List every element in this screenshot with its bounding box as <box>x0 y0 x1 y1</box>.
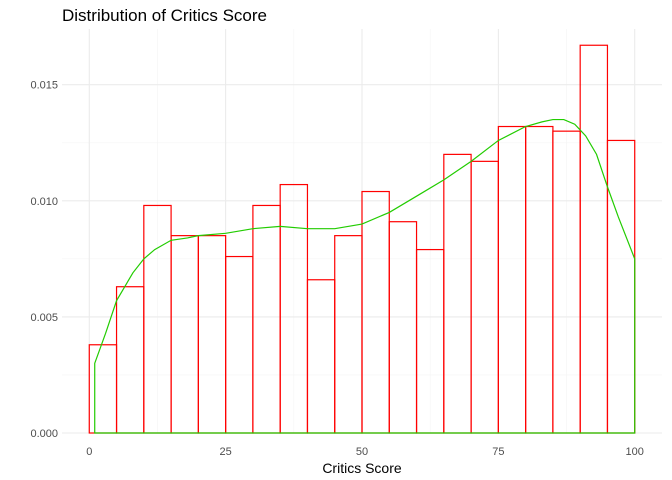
histogram-bar <box>361 190 390 434</box>
x-axis-title: Critics Score <box>322 460 402 476</box>
y-tick-label: 0.005 <box>30 312 58 324</box>
y-tick-label: 0.010 <box>30 196 58 208</box>
histogram-bar <box>88 344 118 434</box>
histogram-bar <box>197 235 227 434</box>
histogram-bar <box>306 279 336 434</box>
x-axis-ticks: 0 25 50 75 100 <box>86 446 644 458</box>
histogram-bar <box>525 125 554 434</box>
histogram-bar <box>497 125 527 434</box>
histogram-bar <box>443 153 472 434</box>
chart-title: Distribution of Critics Score <box>62 6 267 25</box>
histogram-bar <box>470 160 499 434</box>
x-tick-label: 0 <box>86 446 92 458</box>
y-axis-ticks: 0.000 0.005 0.010 0.015 <box>30 80 58 440</box>
density-curve <box>94 118 636 434</box>
histogram-bar <box>252 204 281 434</box>
x-tick-label: 75 <box>492 446 504 458</box>
x-tick-label: 100 <box>626 446 644 458</box>
histogram-bar <box>334 235 363 434</box>
y-tick-label: 0.015 <box>30 80 58 92</box>
histogram-bar <box>225 255 254 434</box>
x-tick-label: 50 <box>356 446 368 458</box>
histogram-bar <box>115 286 145 434</box>
histogram-bar <box>388 221 418 434</box>
y-tick-label: 0.000 <box>30 428 58 440</box>
histogram-bar <box>606 139 636 434</box>
histogram-bar <box>170 235 199 434</box>
x-tick-label: 25 <box>220 446 232 458</box>
